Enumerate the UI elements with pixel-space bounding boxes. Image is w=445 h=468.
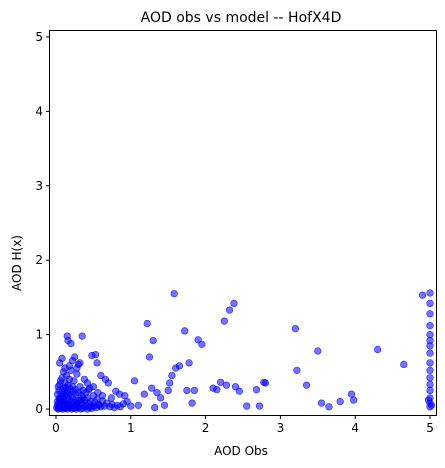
y-axis-label: AOD H(x)	[10, 235, 24, 291]
data-point	[293, 366, 301, 374]
data-point	[181, 327, 189, 335]
data-point	[75, 399, 83, 407]
data-point	[243, 402, 251, 410]
data-point	[418, 291, 427, 299]
data-point	[93, 359, 101, 367]
data-point	[67, 340, 75, 348]
data-point	[252, 386, 261, 394]
x-tick-label: 3	[277, 421, 285, 435]
x-axis-label: AOD Obs	[214, 444, 268, 458]
data-point	[291, 325, 300, 333]
data-point	[427, 401, 436, 409]
data-point	[73, 370, 81, 378]
x-tick-label: 1	[127, 421, 135, 435]
data-point	[166, 379, 174, 387]
data-point	[426, 310, 434, 318]
data-point	[230, 299, 238, 308]
data-point	[62, 389, 71, 397]
data-point	[145, 353, 154, 361]
x-tick-label: 0	[52, 421, 60, 435]
data-point	[164, 386, 172, 395]
data-point	[183, 386, 191, 395]
data-point	[426, 386, 434, 395]
chart-title: AOD obs vs model -- HofX4D	[141, 10, 342, 26]
data-point	[160, 401, 169, 409]
data-point	[336, 398, 344, 406]
data-point	[350, 396, 358, 404]
x-axis-ticks: 0 1 2 3 4 5	[52, 415, 434, 435]
data-point	[91, 351, 100, 359]
data-point	[134, 401, 142, 409]
data-point	[98, 392, 106, 400]
data-point	[225, 306, 234, 314]
data-point	[426, 289, 434, 297]
data-point	[104, 379, 112, 387]
data-point	[148, 384, 156, 392]
data-point	[143, 319, 151, 328]
data-point	[58, 354, 66, 363]
data-point	[217, 378, 225, 386]
data-point	[426, 366, 434, 374]
y-tick-label: 2	[35, 253, 43, 267]
data-point	[255, 402, 264, 410]
data-point	[190, 386, 198, 395]
data-point	[222, 381, 231, 389]
data-point	[65, 362, 73, 370]
x-tick-label: 4	[351, 421, 359, 435]
data-point	[426, 342, 434, 350]
data-point	[426, 299, 434, 308]
data-point	[153, 389, 161, 397]
data-point	[426, 374, 434, 382]
data-point	[151, 404, 159, 412]
y-tick-label: 3	[35, 179, 43, 193]
data-point	[426, 322, 434, 330]
data-point	[76, 359, 84, 367]
x-tick-label: 5	[426, 421, 434, 435]
data-point	[168, 372, 176, 380]
data-point	[107, 394, 115, 402]
data-point	[314, 347, 322, 355]
data-point	[374, 345, 382, 354]
y-tick-label: 0	[35, 402, 43, 416]
data-point	[220, 317, 228, 325]
data-point	[185, 359, 193, 367]
data-point	[175, 362, 183, 370]
data-point	[78, 332, 86, 340]
data-point	[140, 390, 148, 398]
y-tick-label: 4	[35, 104, 43, 118]
data-points	[53, 289, 436, 413]
data-point	[59, 368, 68, 376]
y-tick-label: 1	[35, 328, 43, 342]
data-point	[213, 386, 221, 394]
data-point	[85, 386, 93, 394]
data-point	[317, 399, 326, 407]
data-point	[59, 395, 68, 404]
data-point	[198, 340, 206, 348]
data-point	[400, 360, 408, 369]
data-point	[426, 331, 434, 339]
data-point	[149, 337, 157, 345]
data-point	[70, 377, 78, 385]
data-point	[127, 402, 135, 410]
plot-frame	[49, 30, 437, 416]
y-axis-ticks: 0 1 2 3 4 5	[35, 30, 50, 416]
data-point	[188, 399, 196, 407]
data-point	[170, 290, 178, 298]
data-point	[426, 349, 434, 357]
y-tick-label: 5	[35, 30, 43, 44]
data-point	[426, 359, 434, 367]
data-point	[303, 381, 311, 389]
data-point	[261, 379, 270, 387]
x-tick-label: 2	[202, 421, 210, 435]
data-point	[130, 377, 139, 385]
data-point	[235, 387, 243, 395]
data-point	[157, 394, 165, 402]
data-point	[325, 403, 333, 411]
